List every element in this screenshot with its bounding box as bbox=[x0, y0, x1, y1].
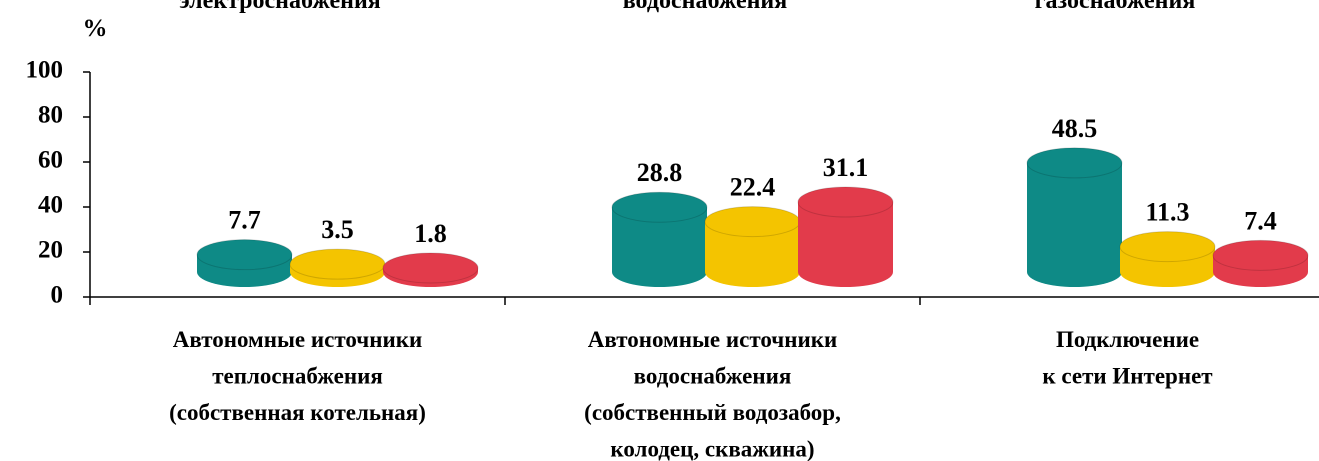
y-tick-label: 60 bbox=[38, 147, 63, 174]
bar-body bbox=[612, 207, 707, 288]
bar-top bbox=[1119, 231, 1216, 263]
bar-body bbox=[1027, 162, 1122, 288]
bar bbox=[704, 206, 801, 288]
bar bbox=[382, 252, 479, 288]
value-label: 22.4 bbox=[730, 173, 776, 202]
bar-top bbox=[704, 206, 801, 238]
bar-top bbox=[196, 239, 293, 271]
value-label: 1.8 bbox=[414, 219, 447, 248]
value-label: 31.1 bbox=[823, 153, 869, 182]
bar-top bbox=[289, 248, 386, 280]
bar bbox=[1119, 231, 1216, 288]
value-label: 48.5 bbox=[1052, 114, 1098, 143]
bar-top bbox=[1212, 239, 1309, 271]
value-label: 28.8 bbox=[637, 158, 683, 187]
y-tick-label: 100 bbox=[26, 57, 64, 84]
value-label: 7.7 bbox=[228, 206, 261, 235]
bar bbox=[797, 186, 894, 288]
bar bbox=[1212, 239, 1309, 288]
top-label: электроснабжения bbox=[179, 0, 381, 14]
bar-top bbox=[797, 186, 894, 218]
y-axis-label: % bbox=[83, 15, 108, 42]
bar-body bbox=[798, 202, 893, 288]
value-label: 11.3 bbox=[1145, 198, 1189, 227]
value-label: 3.5 bbox=[321, 215, 354, 244]
bar bbox=[1026, 147, 1123, 288]
y-tick-label: 80 bbox=[38, 102, 63, 129]
y-tick-label: 20 bbox=[38, 237, 63, 264]
bar-top bbox=[611, 191, 708, 223]
top-label: газоснабжения bbox=[1035, 0, 1196, 14]
bar bbox=[196, 239, 293, 288]
bar bbox=[289, 248, 386, 288]
x-tick-label: Подключение к сети Интернет bbox=[1042, 327, 1213, 389]
y-tick-label: 0 bbox=[51, 282, 64, 309]
top-label: водоснабжения bbox=[623, 0, 788, 14]
bar-top bbox=[1026, 147, 1123, 179]
y-tick-label: 40 bbox=[38, 192, 63, 219]
bar bbox=[611, 191, 708, 288]
x-tick-label: Автономные источники водоснабжения (собств… bbox=[584, 327, 841, 461]
x-tick-label: Автономные источники теплоснабжения (собст… bbox=[169, 327, 426, 425]
bar-top bbox=[382, 252, 479, 284]
value-label: 7.4 bbox=[1244, 206, 1277, 235]
bar-body bbox=[705, 221, 800, 288]
